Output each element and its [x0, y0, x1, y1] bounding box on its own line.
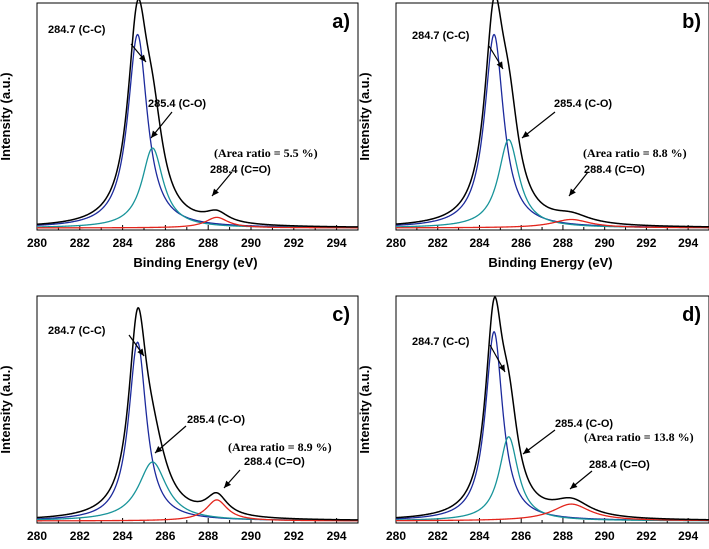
panel-a-envelope	[36, 0, 359, 228]
panel-d-xtick-label: 290	[595, 529, 615, 543]
panel-d-xtick-label: 282	[428, 529, 448, 543]
panel-b-xtick-label: 280	[386, 236, 406, 250]
panel-d-envelope	[395, 296, 709, 521]
panel-a-xtick-label: 288	[198, 236, 218, 250]
panel-c-area-ratio: (Area ratio = 8.9 %)	[228, 440, 332, 454]
panel-c-xtick-label: 292	[284, 529, 304, 543]
panel-b-peak-ceqo	[396, 218, 709, 229]
panel-a-xtick-label: 292	[284, 236, 304, 250]
panel-c-peak-label-co: 285.4 (C-O)	[187, 414, 245, 426]
panel-a-arrow-cc-head	[139, 54, 146, 62]
panel-d-xtick-label: 294	[678, 529, 698, 543]
panel-c-envelope	[36, 306, 359, 521]
panel-a-xtick-label: 284	[113, 236, 133, 250]
panel-d-arrow-cor-head	[570, 482, 578, 489]
panel-a-xtick-label: 286	[155, 236, 175, 250]
panel-d-peak-ceqo	[396, 503, 709, 522]
panel-c-xtick-label: 294	[327, 529, 347, 543]
panel-b-xtick-label: 288	[553, 236, 573, 250]
panel-b-ylabel: Intensity (a.u.)	[357, 72, 372, 160]
panel-b-peak-label-co: 285.4 (C-O)	[554, 98, 612, 110]
panel-b-xtick-label: 294	[678, 236, 698, 250]
panel-c-arrow-cor-head	[224, 480, 232, 488]
panel-d-xtick-label: 286	[511, 529, 531, 543]
panel-b-envelope	[395, 0, 709, 228]
panel-c-xtick-label: 280	[27, 529, 47, 543]
panel-d-xtick-label: 280	[386, 529, 406, 543]
panel-b-label: b)	[682, 11, 701, 33]
panel-c-peak-label-cc: 284.7 (C-C)	[48, 325, 106, 337]
panel-a-peak-label-cor: 288.4 (C=O)	[210, 164, 271, 176]
panel-b-arrow-cc-head	[496, 61, 503, 69]
panel-a-xtick-label: 290	[241, 236, 261, 250]
panel-b-peak-label-cor: 288.4 (C=O)	[584, 164, 645, 176]
panel-c-peak-c-c	[36, 341, 358, 522]
panel-b-xtick-label: 290	[595, 236, 615, 250]
panel-d-arrow-co-head	[523, 447, 531, 454]
panel-d-peak-label-cor: 288.4 (C=O)	[589, 459, 650, 471]
panel-b-xtick-label: 282	[428, 236, 448, 250]
panel-a-peak-label-co: 285.4 (C-O)	[148, 98, 206, 110]
panel-c-xtick-label: 284	[113, 529, 133, 543]
panel-c-peak-label-cor: 288.4 (C=O)	[244, 456, 305, 468]
panel-c-peak-c-o	[36, 461, 358, 522]
panel-d-area-ratio: (Area ratio = 13.8 %)	[584, 430, 694, 444]
panel-b-xtick-label: 292	[636, 236, 656, 250]
panel-b-arrow-co-shaft	[521, 111, 556, 139]
panel-d-xtick-label: 284	[469, 529, 489, 543]
panel-b-peak-label-cc: 284.7 (C-C)	[412, 30, 470, 42]
panel-d-ylabel: Intensity (a.u.)	[357, 365, 372, 453]
panel-c-peak-ceqo	[37, 499, 359, 522]
panel-a-area-ratio: (Area ratio = 5.5 %)	[214, 146, 318, 160]
panel-b-xlabel: Binding Energy (eV)	[488, 255, 612, 270]
panel-c-arrow-co-head	[155, 445, 163, 453]
panel-c-xtick-label: 288	[198, 529, 218, 543]
panel-a-xlabel: Binding Energy (eV)	[133, 255, 257, 270]
panel-c-xtick-label: 282	[70, 529, 90, 543]
panel-d-xtick-label: 292	[636, 529, 656, 543]
panel-c-ylabel: Intensity (a.u.)	[0, 365, 13, 453]
panel-a-arrow-co-head	[151, 130, 158, 138]
panel-c-arrow-cc-head	[137, 348, 144, 356]
panel-d-label: d)	[682, 304, 701, 326]
panel-c-frame	[36, 295, 359, 524]
panel-d-frame	[395, 295, 709, 524]
panel-a-ylabel: Intensity (a.u.)	[0, 72, 13, 160]
panel-b-arrow-cor-head	[569, 188, 576, 196]
panel-a-peak-label-cc: 284.7 (C-C)	[48, 24, 106, 36]
panel-a-frame	[36, 2, 359, 231]
panel-d-arrow-cc-head	[498, 364, 505, 372]
panel-b-frame	[395, 2, 709, 231]
panel-c-xtick-label: 286	[155, 529, 175, 543]
panel-a-xtick-label: 282	[70, 236, 90, 250]
panel-b-xtick-label: 284	[469, 236, 489, 250]
panel-a-peak-ceqo	[37, 216, 358, 229]
panel-a-xtick-label: 294	[327, 236, 347, 250]
panel-d-peak-label-co: 285.4 (C-O)	[555, 418, 613, 430]
panel-a-xtick-label: 280	[27, 236, 47, 250]
panel-b-peak-c-c	[395, 33, 709, 228]
panel-b-xtick-label: 286	[511, 236, 531, 250]
panel-a-arrow-cor-head	[212, 188, 219, 196]
panel-a-peak-c-c	[36, 33, 358, 228]
panel-c-label: c)	[332, 304, 350, 326]
panel-d-peak-label-cc: 284.7 (C-C)	[412, 336, 470, 348]
panel-d-peak-c-o	[396, 436, 709, 522]
panel-b-arrow-co-head	[522, 131, 530, 138]
panel-b-area-ratio: (Area ratio = 8.8 %)	[583, 146, 687, 160]
panel-a-label: a)	[332, 11, 350, 33]
panel-d-xtick-label: 288	[553, 529, 573, 543]
panel-d-peak-c-c	[395, 330, 709, 522]
panel-c-xtick-label: 290	[241, 529, 261, 543]
